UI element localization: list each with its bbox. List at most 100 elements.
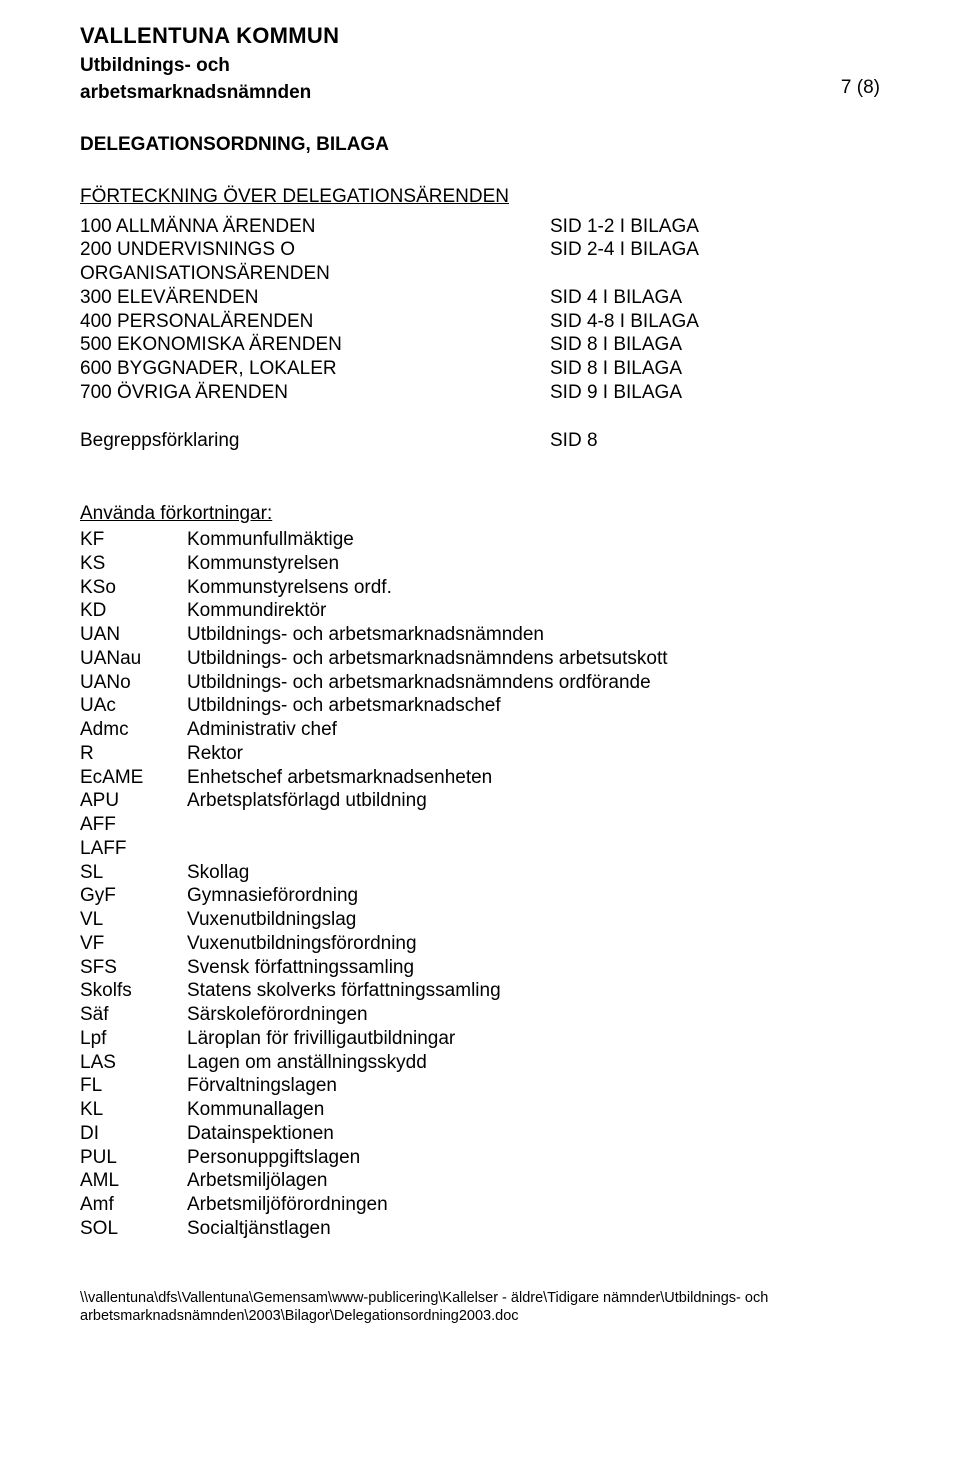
abbr-val: Vuxenutbildningsförordning [187,932,880,956]
abbr-key: Amf [80,1193,187,1217]
toc-row-left: 500 EKONOMISKA ÄRENDEN [80,333,550,357]
abbr-val: Rektor [187,742,880,766]
abbr-row: SFSSvensk författningssamling [80,956,880,980]
toc-row: 600 BYGGNADER, LOKALER SID 8 I BILAGA [80,357,880,381]
abbr-row: FLFörvaltningslagen [80,1074,880,1098]
toc-row-left: 300 ELEVÄRENDEN [80,286,550,310]
abbr-key: UAN [80,623,187,647]
abbr-key: KS [80,552,187,576]
abbr-key: AFF [80,813,187,837]
toc-title: FÖRTECKNING ÖVER DELEGATIONSÄRENDEN [80,185,880,209]
abbr-key: UAc [80,694,187,718]
abbr-row: AFF [80,813,880,837]
toc-row-right: SID 4-8 I BILAGA [550,310,699,334]
abbr-row: SOLSocialtjänstlagen [80,1217,880,1241]
abbr-key: LAS [80,1051,187,1075]
abbr-val: Datainspektionen [187,1122,880,1146]
toc-row-right: SID 9 I BILAGA [550,381,682,405]
abbr-row: SäfSärskoleförordningen [80,1003,880,1027]
abbr-key: Säf [80,1003,187,1027]
abbr-val: Kommunstyrelsen [187,552,880,576]
abbr-key: KSo [80,576,187,600]
toc-row: 400 PERSONALÄRENDEN SID 4-8 I BILAGA [80,310,880,334]
abbr-row: KFKommunfullmäktige [80,528,880,552]
abbr-val: Vuxenutbildningslag [187,908,880,932]
abbr-val [187,813,880,837]
abbr-row: AmfArbetsmiljöförordningen [80,1193,880,1217]
abbr-row: PULPersonuppgiftslagen [80,1146,880,1170]
abbr-val: Statens skolverks författningssamling [187,979,880,1003]
document-page: VALLENTUNA KOMMUN Utbildnings- och arbet… [0,0,960,1345]
abbr-list: KFKommunfullmäktige KSKommunstyrelsen KS… [80,528,880,1241]
abbr-val: Läroplan för frivilligautbildningar [187,1027,880,1051]
abbr-row: LASLagen om anställningsskydd [80,1051,880,1075]
abbr-key: Skolfs [80,979,187,1003]
abbr-val: Lagen om anställningsskydd [187,1051,880,1075]
footer-line2: arbetsmarknadsnämnden\2003\Bilagor\Deleg… [80,1307,880,1325]
toc-row-right: SID 1-2 I BILAGA [550,215,699,239]
abbr-row: VFVuxenutbildningsförordning [80,932,880,956]
abbr-val: Arbetsmiljöförordningen [187,1193,880,1217]
abbr-row: AdmcAdministrativ chef [80,718,880,742]
abbr-val: Utbildnings- och arbetsmarknadsnämnden [187,623,880,647]
abbr-val: Kommunstyrelsens ordf. [187,576,880,600]
header-left: VALLENTUNA KOMMUN Utbildnings- och arbet… [80,22,339,105]
toc-row-left: 600 BYGGNADER, LOKALER [80,357,550,381]
abbr-val: Personuppgiftslagen [187,1146,880,1170]
toc-row: 300 ELEVÄRENDEN SID 4 I BILAGA [80,286,880,310]
toc-row-left: 400 PERSONALÄRENDEN [80,310,550,334]
toc-row-right: SID 2-4 I BILAGA [550,238,699,286]
abbr-row: UAcUtbildnings- och arbetsmarknadschef [80,694,880,718]
abbr-val: Utbildnings- och arbetsmarknadsnämndens … [187,647,880,671]
abbr-val: Gymnasieförordning [187,884,880,908]
abbr-key: EcAME [80,766,187,790]
toc-extra-row: Begreppsförklaring SID 8 [80,429,880,453]
abbr-val: Svensk författningssamling [187,956,880,980]
toc-row-left: 100 ALLMÄNNA ÄRENDEN [80,215,550,239]
toc-row: 700 ÖVRIGA ÄRENDEN SID 9 I BILAGA [80,381,880,405]
abbr-row: EcAMEEnhetschef arbetsmarknadsenheten [80,766,880,790]
toc-row: 500 EKONOMISKA ÄRENDEN SID 8 I BILAGA [80,333,880,357]
abbr-row: KSoKommunstyrelsens ordf. [80,576,880,600]
abbr-row: KLKommunallagen [80,1098,880,1122]
abbr-val [187,837,880,861]
abbr-key: UANau [80,647,187,671]
abbr-val: Arbetsmiljölagen [187,1169,880,1193]
abbr-key: UANo [80,671,187,695]
abbr-val: Administrativ chef [187,718,880,742]
abbr-key: DI [80,1122,187,1146]
abbr-row: GyFGymnasieförordning [80,884,880,908]
abbr-row: RRektor [80,742,880,766]
toc-row-right: SID 8 I BILAGA [550,333,682,357]
abbr-val: Enhetschef arbetsmarknadsenheten [187,766,880,790]
abbr-key: KL [80,1098,187,1122]
abbr-row: APUArbetsplatsförlagd utbildning [80,789,880,813]
abbr-key: APU [80,789,187,813]
abbr-row: VLVuxenutbildningslag [80,908,880,932]
abbr-val: Kommunallagen [187,1098,880,1122]
abbr-key: SOL [80,1217,187,1241]
toc-row-right: SID 4 I BILAGA [550,286,682,310]
toc-row: 200 UNDERVISNINGS O ORGANISATIONSÄRENDEN… [80,238,880,286]
footer-line1: \\vallentuna\dfs\Vallentuna\Gemensam\www… [80,1289,880,1307]
toc-extra-left: Begreppsförklaring [80,429,550,453]
abbr-key: R [80,742,187,766]
toc-extra-right: SID 8 [550,429,598,453]
abbr-key: Lpf [80,1027,187,1051]
toc-row-left: 200 UNDERVISNINGS O ORGANISATIONSÄRENDEN [80,238,550,286]
toc-spacer [80,405,880,429]
toc-row-left: 700 ÖVRIGA ÄRENDEN [80,381,550,405]
abbr-val: Förvaltningslagen [187,1074,880,1098]
org-title: VALLENTUNA KOMMUN [80,22,339,50]
abbr-row: KDKommundirektör [80,599,880,623]
abbr-key: PUL [80,1146,187,1170]
abbr-val: Särskoleförordningen [187,1003,880,1027]
abbr-val: Arbetsplatsförlagd utbildning [187,789,880,813]
abbr-key: KD [80,599,187,623]
abbr-row: DIDatainspektionen [80,1122,880,1146]
abbr-val: Utbildnings- och arbetsmarknadschef [187,694,880,718]
abbr-val: Utbildnings- och arbetsmarknadsnämndens … [187,671,880,695]
header: VALLENTUNA KOMMUN Utbildnings- och arbet… [80,22,880,105]
abbr-row: LpfLäroplan för frivilligautbildningar [80,1027,880,1051]
sub-org-line1: Utbildnings- och [80,54,339,78]
